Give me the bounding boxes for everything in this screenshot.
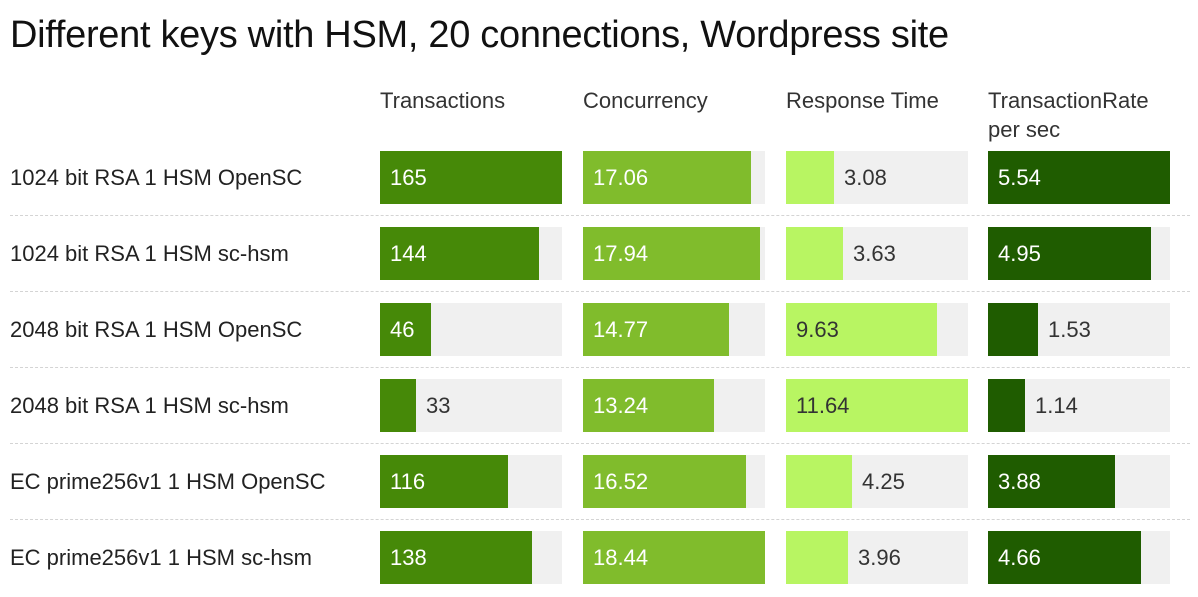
column-header: Transactions [380, 88, 506, 113]
bar-track: 3.63 [786, 227, 968, 280]
bar-value-label: 165 [390, 165, 427, 190]
bar [380, 379, 416, 432]
bar-value-label: 11.64 [796, 393, 850, 418]
bar [988, 227, 1151, 280]
bar [988, 531, 1141, 584]
bar [988, 455, 1115, 508]
bar-value-label: 3.88 [998, 469, 1041, 494]
row-label: 2048 bit RSA 1 HSM sc-hsm [10, 392, 289, 418]
bar [583, 303, 729, 356]
bar-value-label: 3.63 [853, 241, 896, 266]
bar-value-label: 16.52 [593, 469, 649, 494]
bar [786, 303, 937, 356]
row-separator [10, 519, 1190, 520]
bar-value-label: 1.14 [1035, 393, 1078, 418]
chart-title: Different keys with HSM, 20 connections,… [10, 14, 949, 56]
bar-track: 116 [380, 455, 562, 508]
bar-track: 165 [380, 151, 562, 204]
bar-value-label: 13.24 [593, 393, 649, 418]
bar-value-label: 33 [426, 393, 451, 418]
bar-value-label: 18.44 [593, 545, 649, 570]
bar [583, 151, 751, 204]
bar-value-label: 4.66 [998, 545, 1041, 570]
bar-track: 9.63 [786, 303, 968, 356]
bar-value-label: 144 [390, 241, 427, 266]
row-label: EC prime256v1 1 HSM sc-hsm [10, 544, 312, 570]
bar-value-label: 4.95 [998, 241, 1041, 266]
bar-track: 18.44 [583, 531, 765, 584]
bar-track: 3.88 [988, 455, 1170, 508]
bar [988, 303, 1038, 356]
bar [988, 379, 1025, 432]
bar-value-label: 5.54 [998, 165, 1041, 190]
bar-track: 4.66 [988, 531, 1170, 584]
bar [583, 379, 714, 432]
bar-track: 3.08 [786, 151, 968, 204]
bar-track: 4.25 [786, 455, 968, 508]
bar [786, 151, 834, 204]
bar [380, 303, 431, 356]
bar-track: 144 [380, 227, 562, 280]
bar [583, 531, 765, 584]
row-separator [10, 291, 1190, 292]
bar-track: 5.54 [988, 151, 1170, 204]
row-separator [10, 215, 1190, 216]
column-header: TransactionRate per sec [988, 88, 1149, 142]
row-label: 1024 bit RSA 1 HSM OpenSC [10, 164, 303, 190]
bar-track: 46 [380, 303, 562, 356]
bar-track: 11.64 [786, 379, 968, 432]
bar [583, 455, 746, 508]
bar-track: 17.06 [583, 151, 765, 204]
bar-track: 1.14 [988, 379, 1170, 432]
bar [380, 227, 539, 280]
row-separator [10, 367, 1190, 368]
bar-track: 4.95 [988, 227, 1170, 280]
bar-track: 33 [380, 379, 562, 432]
bar-value-label: 14.77 [593, 317, 649, 342]
bar [786, 455, 852, 508]
bar [583, 227, 760, 280]
bar-value-label: 3.96 [858, 545, 901, 570]
column-header: Response Time [786, 88, 939, 113]
bar-value-label: 1.53 [1048, 317, 1091, 342]
bar [786, 227, 843, 280]
bar [786, 531, 848, 584]
bar-value-label: 3.08 [844, 165, 887, 190]
column-header: Concurrency [583, 88, 708, 113]
bar-track: 16.52 [583, 455, 765, 508]
bar-track: 17.94 [583, 227, 765, 280]
row-separator [10, 443, 1190, 444]
bar [380, 151, 562, 204]
bar-value-label: 17.94 [593, 241, 649, 266]
bar-value-label: 4.25 [862, 469, 905, 494]
bar [380, 531, 532, 584]
bar-value-label: 9.63 [796, 317, 839, 342]
bar [380, 455, 508, 508]
bar-track: 14.77 [583, 303, 765, 356]
bar-track: 3.96 [786, 531, 968, 584]
bar-track: 1.53 [988, 303, 1170, 356]
bar-value-label: 46 [390, 317, 415, 342]
bar-track: 138 [380, 531, 562, 584]
row-label: 2048 bit RSA 1 HSM OpenSC [10, 316, 303, 342]
bar-value-label: 138 [390, 545, 427, 570]
bar-value-label: 17.06 [593, 165, 649, 190]
row-label: 1024 bit RSA 1 HSM sc-hsm [10, 240, 289, 266]
bar-track: 13.24 [583, 379, 765, 432]
row-label: EC prime256v1 1 HSM OpenSC [10, 468, 326, 494]
bar-value-label: 116 [390, 469, 426, 494]
bar [786, 379, 968, 432]
bar [988, 151, 1170, 204]
